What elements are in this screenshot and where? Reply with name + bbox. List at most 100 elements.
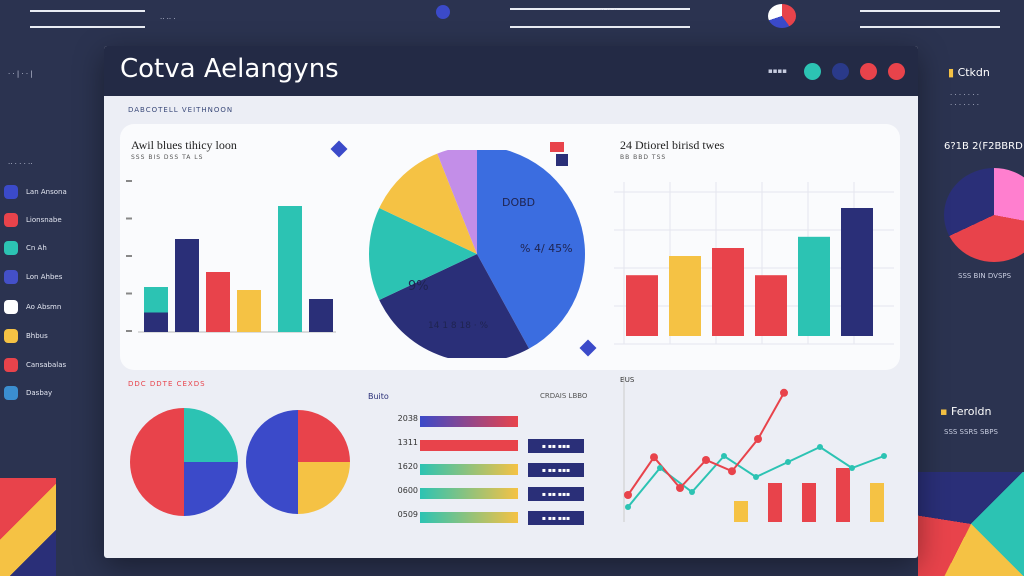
hbar bbox=[420, 416, 518, 427]
top-rule-left bbox=[30, 10, 145, 12]
bar-left-title: Awil blues tihicy loon bbox=[131, 138, 237, 152]
sidebar-square-icon bbox=[4, 329, 18, 343]
dashboard-window: Cotva Aelangyns ▪▪▪▪ DABCOTELL VEITHNOON… bbox=[104, 46, 918, 558]
pie-chart-bottom-left bbox=[130, 408, 238, 516]
bar bbox=[175, 239, 199, 332]
pie-slice bbox=[477, 150, 585, 349]
bar bbox=[712, 248, 744, 336]
sidebar-item-7[interactable]: Dasbay bbox=[4, 384, 94, 402]
sidebar-item-label: Cn Ah bbox=[26, 244, 47, 252]
pie-label-bottom: 14 1 8 18 · % bbox=[428, 321, 489, 331]
bar bbox=[841, 208, 873, 336]
line-point bbox=[780, 388, 788, 397]
sidebar-square-icon bbox=[4, 358, 18, 372]
line-point bbox=[702, 456, 710, 464]
sidebar-square-icon bbox=[4, 213, 18, 227]
top-rule-right bbox=[860, 10, 1000, 12]
line-point bbox=[728, 467, 736, 476]
pie-label-top: DOBD bbox=[502, 196, 535, 209]
sidebar-item-label: Lan Ansona bbox=[26, 188, 67, 196]
pie-slice bbox=[298, 410, 350, 462]
value-chip: ▪ ▪▪ ▪▪▪ bbox=[528, 439, 584, 453]
right-bottom-label-text: Feroldn bbox=[950, 405, 992, 418]
window-subtitle: DABCOTELL VEITHNOON bbox=[128, 106, 234, 114]
pie-slice bbox=[184, 462, 238, 516]
key-icon: ▮ bbox=[948, 66, 955, 79]
line-point bbox=[753, 474, 759, 480]
bottom-left-geometric bbox=[0, 478, 56, 576]
hbar-label: 0509 bbox=[397, 510, 418, 519]
legend-square-icon bbox=[550, 142, 564, 152]
pie-slice bbox=[379, 153, 477, 254]
top-rule-right-2 bbox=[860, 26, 1000, 28]
right-stat-title: 6?1B 2(F2BBRD bbox=[944, 141, 1023, 152]
bar bbox=[626, 275, 658, 336]
teal-status-button[interactable] bbox=[804, 63, 821, 80]
right-top-label-text: Ctkdn bbox=[957, 66, 990, 79]
bar bbox=[870, 483, 884, 522]
app-title: Cotva Aelangyns bbox=[120, 54, 339, 84]
top-bar-center-text: ·· ·· ·· bbox=[600, 6, 618, 14]
hbar-side-title: CRDAIS LBBO bbox=[540, 392, 588, 400]
sidebar-item-6[interactable]: Cansabalas bbox=[4, 356, 94, 374]
sidebar-item-4[interactable]: Ao Absmn bbox=[4, 298, 94, 316]
right-bottom-label: ▪ Feroldn bbox=[940, 405, 991, 418]
top-bar-left-text: ·· ·· · bbox=[160, 15, 176, 23]
hbar bbox=[420, 464, 518, 475]
right-pie-chart bbox=[944, 168, 1024, 262]
top-bar-dot-icon bbox=[436, 5, 450, 19]
legend-square-icon-2 bbox=[556, 154, 568, 166]
hbar bbox=[420, 488, 518, 499]
bar-left-sub: SSS BIS DSS TA LS bbox=[131, 154, 204, 161]
bar-chart-left bbox=[126, 180, 336, 333]
pie-chart-center: DOBD % 4/ 45% 9% 14 1 8 18 · % bbox=[369, 150, 585, 358]
line-point bbox=[689, 489, 695, 495]
bar bbox=[669, 256, 701, 336]
line-point bbox=[721, 453, 727, 459]
titlebar-menu[interactable]: ▪▪▪▪ bbox=[768, 67, 787, 75]
pie-label-left: 9% bbox=[408, 279, 429, 294]
hbar-label: 1311 bbox=[397, 438, 418, 447]
bar bbox=[144, 312, 168, 332]
hbar-label: 2038 bbox=[397, 414, 418, 423]
info-button[interactable] bbox=[832, 63, 849, 80]
value-chip: ▪ ▪▪ ▪▪▪ bbox=[528, 463, 584, 477]
alert-button[interactable] bbox=[860, 63, 877, 80]
line-chart-title: BUS bbox=[620, 376, 635, 384]
bar bbox=[768, 483, 782, 522]
y-tick bbox=[126, 292, 132, 295]
bar bbox=[278, 206, 302, 332]
pie-chart-bottom-right bbox=[246, 410, 350, 514]
line-point bbox=[650, 453, 658, 462]
sidebar-header-2: ·· · · · ·· bbox=[8, 160, 33, 168]
bar bbox=[755, 275, 787, 336]
pie-slice bbox=[298, 462, 350, 514]
sidebar-item-1[interactable]: Lionsnabe bbox=[4, 211, 94, 229]
right-stat-sub: SSS BIN DVSPS bbox=[958, 272, 1012, 280]
line-point bbox=[849, 465, 855, 471]
sidebar-square-icon bbox=[4, 270, 18, 284]
sidebar-item-0[interactable]: Lan Ansona bbox=[4, 183, 94, 201]
pie-slice bbox=[437, 150, 477, 254]
close-button[interactable] bbox=[888, 63, 905, 80]
sidebar-item-3[interactable]: Lon Ahbes bbox=[4, 268, 94, 286]
sidebar-item-2[interactable]: Cn Ah bbox=[4, 239, 94, 257]
line-point bbox=[624, 491, 632, 499]
bar bbox=[836, 468, 850, 522]
sidebar-square-icon bbox=[4, 241, 18, 255]
sidebar-item-5[interactable]: Bhbus bbox=[4, 327, 94, 345]
bar-chart-right bbox=[614, 182, 894, 345]
sidebar-square-icon bbox=[4, 300, 18, 314]
sidebar-item-label: Dasbay bbox=[26, 389, 53, 397]
hbar-title: Buito bbox=[368, 392, 389, 401]
top-rule-mid bbox=[510, 8, 690, 10]
sidebar-item-label: Lionsnabe bbox=[26, 216, 62, 224]
sidebar-square-icon bbox=[4, 185, 18, 199]
hbar-label: 1620 bbox=[397, 462, 418, 471]
line-point bbox=[785, 459, 791, 465]
right-bottom-sub: SSS SSRS SBPS bbox=[944, 428, 998, 436]
hbar bbox=[420, 512, 518, 523]
y-tick bbox=[126, 255, 132, 257]
value-chip: ▪ ▪▪ ▪▪▪ bbox=[528, 511, 584, 525]
pie-label-mid: % 4/ 45% bbox=[520, 242, 573, 255]
